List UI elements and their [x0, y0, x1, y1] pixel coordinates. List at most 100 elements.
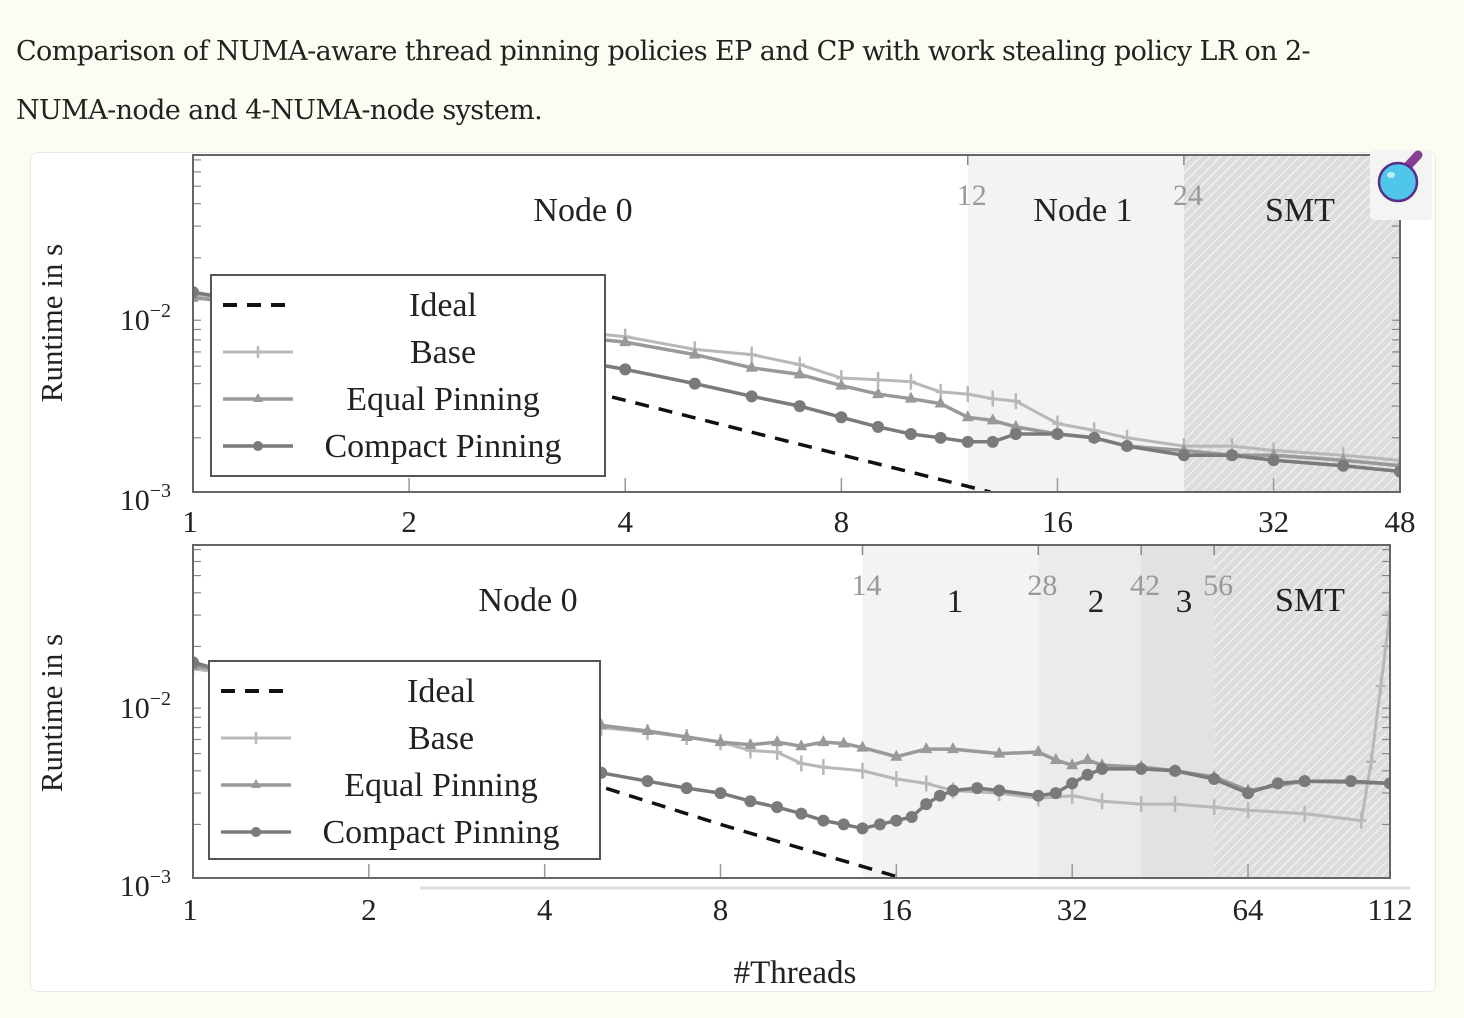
legend: Ideal Base Equal Pinning Compact Pinning [208, 660, 601, 860]
region-shade [1141, 545, 1215, 878]
x-tick-label: 48 [1385, 504, 1416, 539]
marker-compact-pinning [1242, 787, 1255, 800]
y-tick-base: 10 [120, 870, 150, 903]
magnifier-pin-icon[interactable] [1370, 150, 1432, 220]
legend-label-ideal: Ideal [407, 673, 475, 710]
series-line-base [193, 293, 1400, 462]
x-tick-label: 8 [834, 504, 850, 539]
marker-compact-pinning [619, 363, 632, 376]
region-label: SMT [1275, 582, 1345, 619]
x-tick-label: 32 [1258, 504, 1289, 539]
marker-compact-pinning [1208, 772, 1221, 785]
marker-compact-pinning [873, 818, 886, 831]
region-label: 2 [1088, 584, 1105, 620]
marker-compact-pinning [1009, 428, 1022, 441]
marker-base [987, 390, 998, 407]
marker-base [746, 346, 757, 363]
marker-compact-pinning [680, 782, 693, 795]
legend-label-base: Base [410, 334, 476, 371]
marker-base [1395, 452, 1400, 469]
marker-compact-pinning [905, 811, 918, 824]
x-tick-label: 32 [1057, 892, 1088, 927]
marker-base [905, 373, 916, 390]
marker-compact-pinning [817, 814, 830, 827]
marker-base [1243, 802, 1254, 819]
marker-base [772, 744, 783, 761]
x-tick-label: 4 [617, 504, 633, 539]
region-label: SMT [1265, 192, 1335, 229]
marker-equal-pinning [745, 360, 758, 372]
y-tick-base: 10 [120, 484, 150, 517]
marker-base [1375, 677, 1386, 694]
x-tick-label: 8 [713, 892, 729, 927]
marker-equal-pinning [817, 735, 830, 747]
legend-label-compact-pinning: Compact Pinning [324, 428, 561, 465]
marker-compact-pinning [795, 807, 808, 820]
marker-equal-pinning [920, 742, 933, 754]
marker-equal-pinning [619, 335, 632, 347]
marker-compact-pinning [793, 400, 806, 413]
marker-compact-pinning [745, 390, 758, 403]
region-label: Node 0 [533, 192, 632, 229]
y-tick-label: 10−3 [120, 480, 171, 517]
y-tick-exponent: −2 [150, 688, 171, 710]
legend-label-base: Base [408, 720, 474, 757]
marker-compact-pinning [904, 428, 917, 441]
marker-compact-pinning [1271, 777, 1284, 790]
region-label: Node 1 [1033, 192, 1132, 229]
legend-label-equal-pinning: Equal Pinning [344, 767, 538, 804]
region-boundary-label: 24 [1173, 179, 1203, 212]
region-shade [1038, 545, 1142, 878]
region-boundary-label: 28 [1027, 569, 1057, 602]
y-tick-exponent: −2 [150, 300, 171, 322]
legend-box [210, 274, 606, 477]
region-label: 3 [1176, 584, 1193, 620]
x-tick-label: 2 [361, 892, 377, 927]
marker-equal-pinning [1009, 419, 1022, 431]
marker-compact-pinning [1049, 787, 1062, 800]
marker-base [1299, 805, 1310, 822]
marker-compact-pinning [1394, 465, 1400, 478]
marker-equal-pinning [714, 735, 727, 747]
pin-icon-container[interactable] [1370, 150, 1432, 220]
y-tick-label: 10−3 [120, 866, 171, 903]
marker-compact-pinning [714, 787, 727, 800]
marker-equal-pinning [986, 413, 999, 425]
region-boundary-label: 42 [1130, 569, 1160, 602]
y-tick-base: 10 [120, 304, 150, 337]
marker-equal-pinning [890, 749, 903, 761]
marker-base [1385, 604, 1390, 621]
marker-equal-pinning [993, 746, 1006, 758]
legend-marker-equal-pinning [253, 393, 263, 402]
legend-label-ideal: Ideal [409, 287, 477, 324]
marker-equal-pinning [934, 396, 947, 408]
marker-compact-pinning [1225, 449, 1238, 462]
legend-box [208, 660, 601, 860]
legend-label-equal-pinning: Equal Pinning [346, 381, 540, 418]
region-boundary-label: 14 [851, 569, 881, 602]
marker-compact-pinning [688, 377, 701, 390]
x-tick-label: 1 [182, 504, 198, 539]
marker-compact-pinning [971, 782, 984, 795]
marker-equal-pinning [641, 723, 654, 735]
marker-compact-pinning [934, 431, 947, 444]
marker-equal-pinning [680, 729, 693, 741]
marker-equal-pinning [1081, 753, 1094, 765]
y-tick-label: 10−2 [120, 300, 171, 337]
y-tick-exponent: −3 [150, 866, 171, 888]
y-tick-base: 10 [120, 692, 150, 725]
marker-compact-pinning [1096, 762, 1109, 775]
marker-equal-pinning [1032, 745, 1045, 757]
marker-base [1010, 393, 1021, 410]
marker-compact-pinning [872, 420, 885, 433]
marker-equal-pinning [744, 737, 757, 749]
marker-base [1209, 799, 1220, 816]
marker-base [796, 755, 807, 772]
caption-line-1: Comparison of NUMA-aware thread pinning … [16, 36, 1311, 67]
legend-marker-compact-pinning [251, 827, 261, 837]
marker-base [857, 762, 868, 779]
marker-equal-pinning [961, 410, 974, 422]
marker-equal-pinning [835, 378, 848, 390]
